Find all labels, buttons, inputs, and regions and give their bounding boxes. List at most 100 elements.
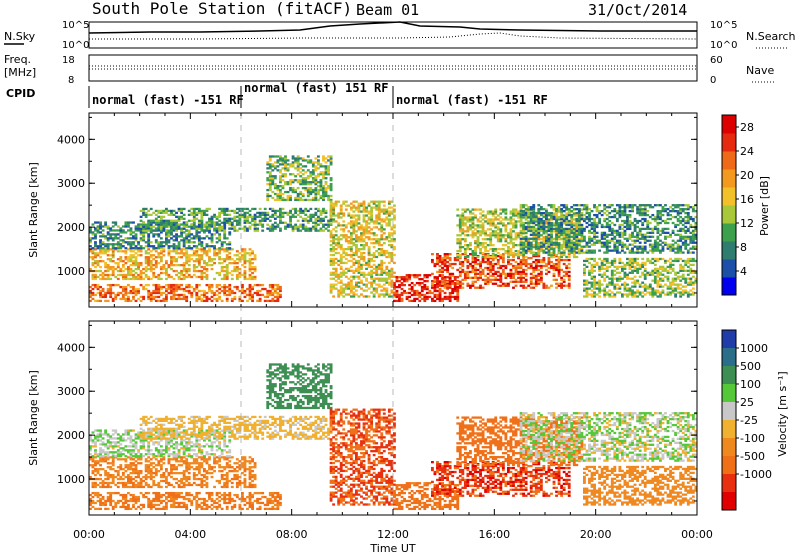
power-cell <box>99 239 102 242</box>
power-cell <box>223 237 227 240</box>
power-cell <box>170 231 173 234</box>
power-cell <box>539 247 543 251</box>
power-cell <box>585 206 589 209</box>
power-cell <box>570 239 574 242</box>
power-cell <box>469 262 472 266</box>
power-cell <box>243 252 247 255</box>
power-cell <box>317 161 320 164</box>
power-cell <box>175 221 178 224</box>
power-cell <box>210 267 214 271</box>
power-cell <box>496 247 500 251</box>
power-cell <box>621 243 624 246</box>
power-cell <box>344 247 348 251</box>
power-cell <box>127 243 130 246</box>
power-cell <box>223 219 227 222</box>
power-cell <box>251 262 254 265</box>
power-cell <box>458 270 462 274</box>
power-cell <box>225 243 229 246</box>
power-cell <box>583 251 586 254</box>
power-cell <box>139 239 143 242</box>
power-cell <box>438 282 442 285</box>
power-cell <box>489 222 493 225</box>
power-cell <box>385 251 389 255</box>
power-cell <box>111 237 115 240</box>
power-cell <box>362 257 366 261</box>
power-cell <box>408 287 412 291</box>
power-cell <box>266 171 270 174</box>
power-cell <box>119 235 123 238</box>
power-cell <box>213 291 216 295</box>
power-cell <box>248 285 252 289</box>
power-cell <box>170 229 173 232</box>
power-cell <box>471 258 475 262</box>
power-cell <box>469 226 472 229</box>
power-cell <box>507 260 510 264</box>
power-cell <box>603 233 607 236</box>
power-cell <box>633 204 637 207</box>
power-cell <box>529 249 533 253</box>
power-cell <box>337 289 341 292</box>
power-cell <box>121 275 125 279</box>
power-cell <box>529 280 533 283</box>
power-cell <box>626 223 629 227</box>
power-cell <box>149 254 153 257</box>
power-cell <box>626 206 629 209</box>
power-cell <box>159 219 163 222</box>
power-cell <box>152 254 156 257</box>
power-cell <box>405 297 409 301</box>
power-cell <box>309 161 313 164</box>
power-cell <box>565 264 569 268</box>
power-cell <box>228 285 232 289</box>
power-cell <box>134 275 138 279</box>
power-cell <box>481 258 485 262</box>
power-cell <box>200 221 204 224</box>
power-cell <box>349 287 353 290</box>
power-cell <box>393 204 396 207</box>
power-cell <box>512 222 515 225</box>
power-cell <box>532 211 536 215</box>
power-cell <box>230 277 234 281</box>
power-cell <box>572 255 576 259</box>
power-cell <box>380 289 384 292</box>
power-cell <box>329 206 333 209</box>
power-cell <box>360 210 363 213</box>
power-cell <box>456 299 460 303</box>
power-cell <box>238 252 242 255</box>
power-cell <box>185 254 189 257</box>
power-cell <box>329 285 333 288</box>
power-cell <box>243 227 247 230</box>
power-cell <box>144 256 148 259</box>
power-cell <box>167 254 171 257</box>
power-cell <box>261 287 265 291</box>
power-cell <box>339 247 343 251</box>
power-cell <box>499 253 503 257</box>
power-cell <box>139 231 143 234</box>
power-cell <box>575 233 579 236</box>
power-cell <box>598 217 602 221</box>
power-cell <box>380 244 384 247</box>
power-cell <box>461 260 465 264</box>
power-cell <box>167 285 171 289</box>
power-cell <box>177 263 181 267</box>
power-data-cells <box>89 155 698 303</box>
power-cell <box>111 283 115 287</box>
power-cell <box>248 267 252 271</box>
power-cell <box>208 283 211 287</box>
power-cell <box>486 234 490 237</box>
power-cell <box>187 209 191 213</box>
power-cell <box>301 219 305 222</box>
power-cell <box>248 254 252 257</box>
power-cell <box>456 214 460 217</box>
power-cell <box>360 293 363 296</box>
power-cell <box>512 272 515 276</box>
power-cell <box>532 229 536 233</box>
power-cell <box>157 243 161 246</box>
power-cell <box>362 247 366 251</box>
power-cell <box>111 273 115 277</box>
power-cell <box>466 264 470 268</box>
power-cell <box>271 291 275 295</box>
power-cell <box>357 236 361 239</box>
power-cell <box>129 247 133 250</box>
power-cell <box>550 284 553 287</box>
power-cell <box>213 262 216 265</box>
